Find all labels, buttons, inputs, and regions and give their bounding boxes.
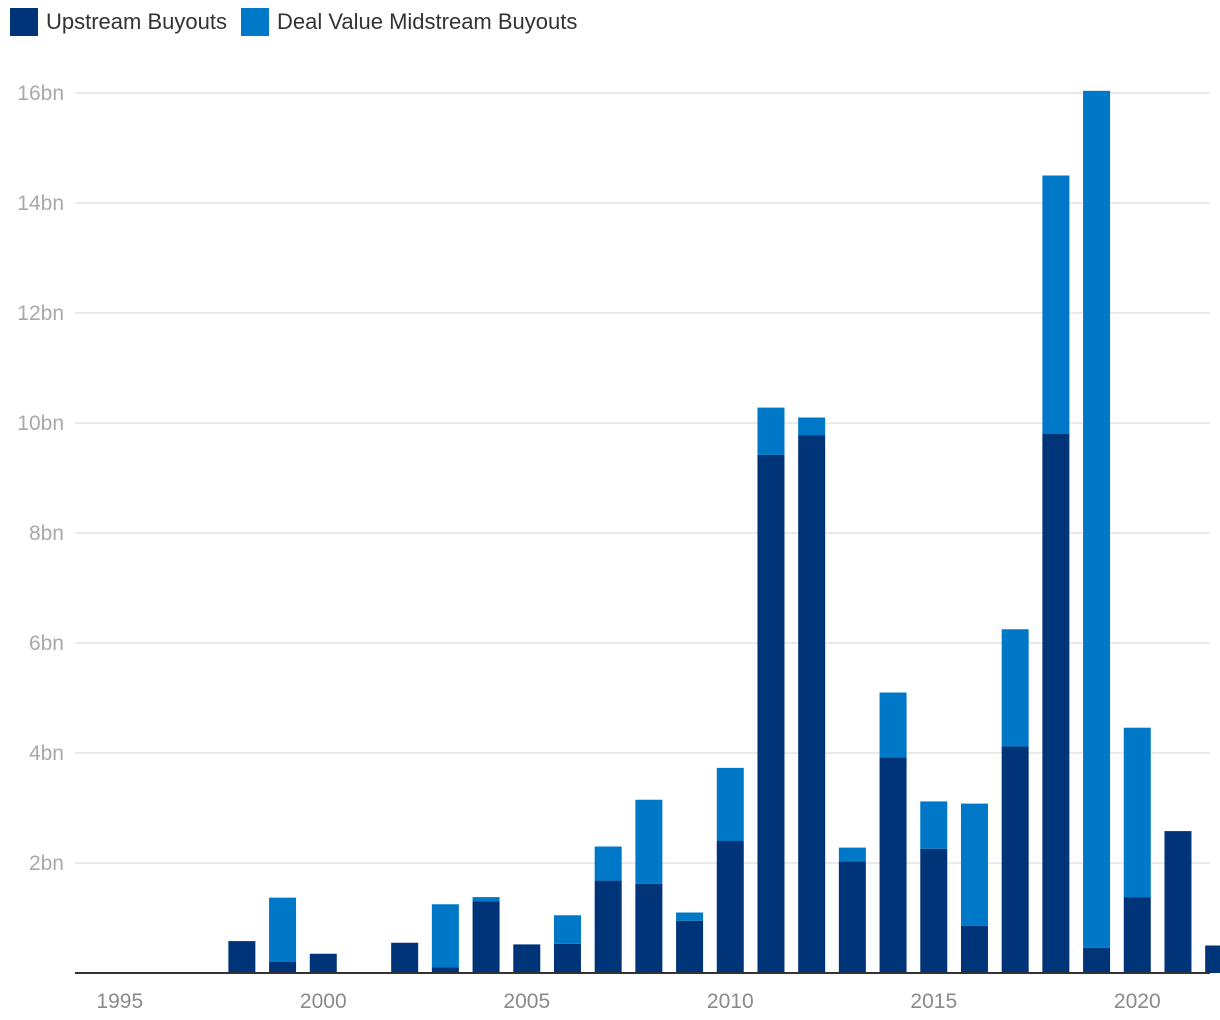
bar-upstream-2018[interactable] [1042,434,1070,973]
bar-upstream-2019[interactable] [1083,947,1111,973]
bar-upstream-2016[interactable] [960,925,988,973]
bar-midstream-2016[interactable] [960,803,988,926]
bar-upstream-2005[interactable] [513,944,541,973]
bar-upstream-2002[interactable] [391,942,419,973]
bar-midstream-2006[interactable] [553,915,581,944]
y-tick-label: 16bn [17,82,64,105]
bar-upstream-2000[interactable] [309,953,337,973]
x-tick-label: 1995 [96,990,143,1013]
bar-upstream-1999[interactable] [269,962,297,973]
y-tick-label: 14bn [17,192,64,215]
bar-midstream-2009[interactable] [676,912,704,921]
x-tick-label: 2010 [707,990,754,1013]
y-tick-label: 6bn [29,632,64,655]
bar-midstream-2011[interactable] [757,407,785,455]
bar-midstream-2019[interactable] [1083,90,1111,948]
bar-upstream-2003[interactable] [431,967,459,974]
bar-midstream-2007[interactable] [594,846,622,881]
bars [228,90,1220,974]
y-tick-label: 2bn [29,852,64,875]
legend-item-midstream[interactable]: Deal Value Midstream Buyouts [240,8,578,36]
bar-midstream-2012[interactable] [798,417,826,436]
bar-midstream-2015[interactable] [920,801,948,849]
x-tick-label: 2020 [1114,990,1161,1013]
legend-swatch-upstream [10,8,38,36]
bar-upstream-2021[interactable] [1164,831,1192,973]
bar-upstream-1998[interactable] [228,941,256,973]
bar-upstream-2015[interactable] [920,848,948,973]
bar-upstream-2008[interactable] [635,883,663,973]
legend-swatch-midstream [240,8,269,36]
bar-upstream-2017[interactable] [1001,746,1029,973]
bar-upstream-2006[interactable] [553,943,581,973]
bar-upstream-2020[interactable] [1123,897,1151,973]
bar-upstream-2011[interactable] [757,454,785,973]
x-tick-label: 2000 [300,990,347,1013]
bar-upstream-2004[interactable] [472,901,500,974]
bar-midstream-1999[interactable] [269,897,297,962]
bar-upstream-2009[interactable] [676,920,704,973]
y-axis-ticks: 2bn 4bn 6bn 8bn 10bn 12bn 14bn 16bn [17,82,64,875]
x-tick-label: 2015 [910,990,957,1013]
bar-upstream-2010[interactable] [716,841,744,973]
bar-midstream-2004[interactable] [472,897,500,902]
bar-upstream-2022[interactable] [1205,945,1220,974]
bar-upstream-2014[interactable] [879,757,907,973]
x-axis-ticks: 1995 2000 2005 2010 2015 2020 [96,990,1160,1013]
bar-midstream-2017[interactable] [1001,629,1029,747]
x-tick-label: 2005 [503,990,550,1013]
bar-midstream-2013[interactable] [838,847,866,862]
legend-label-upstream: Upstream Buyouts [46,9,227,34]
y-tick-label: 10bn [17,412,64,435]
y-tick-label: 4bn [29,742,64,765]
bar-midstream-2010[interactable] [716,767,744,841]
grid-lines [75,92,1210,864]
chart-legend: Upstream Buyouts Deal Value Midstream Bu… [10,8,577,36]
bar-upstream-2012[interactable] [798,435,826,974]
legend-label-midstream: Deal Value Midstream Buyouts [276,9,578,34]
legend-item-upstream[interactable]: Upstream Buyouts [10,8,227,36]
bar-midstream-2003[interactable] [431,904,459,968]
bar-midstream-2008[interactable] [635,799,663,884]
y-tick-label: 8bn [29,522,64,545]
bar-upstream-2007[interactable] [594,880,622,973]
bar-upstream-2013[interactable] [838,861,866,973]
bar-midstream-2014[interactable] [879,692,907,758]
bar-midstream-2020[interactable] [1123,727,1151,898]
y-tick-label: 12bn [17,302,64,325]
bar-midstream-2018[interactable] [1042,175,1070,435]
